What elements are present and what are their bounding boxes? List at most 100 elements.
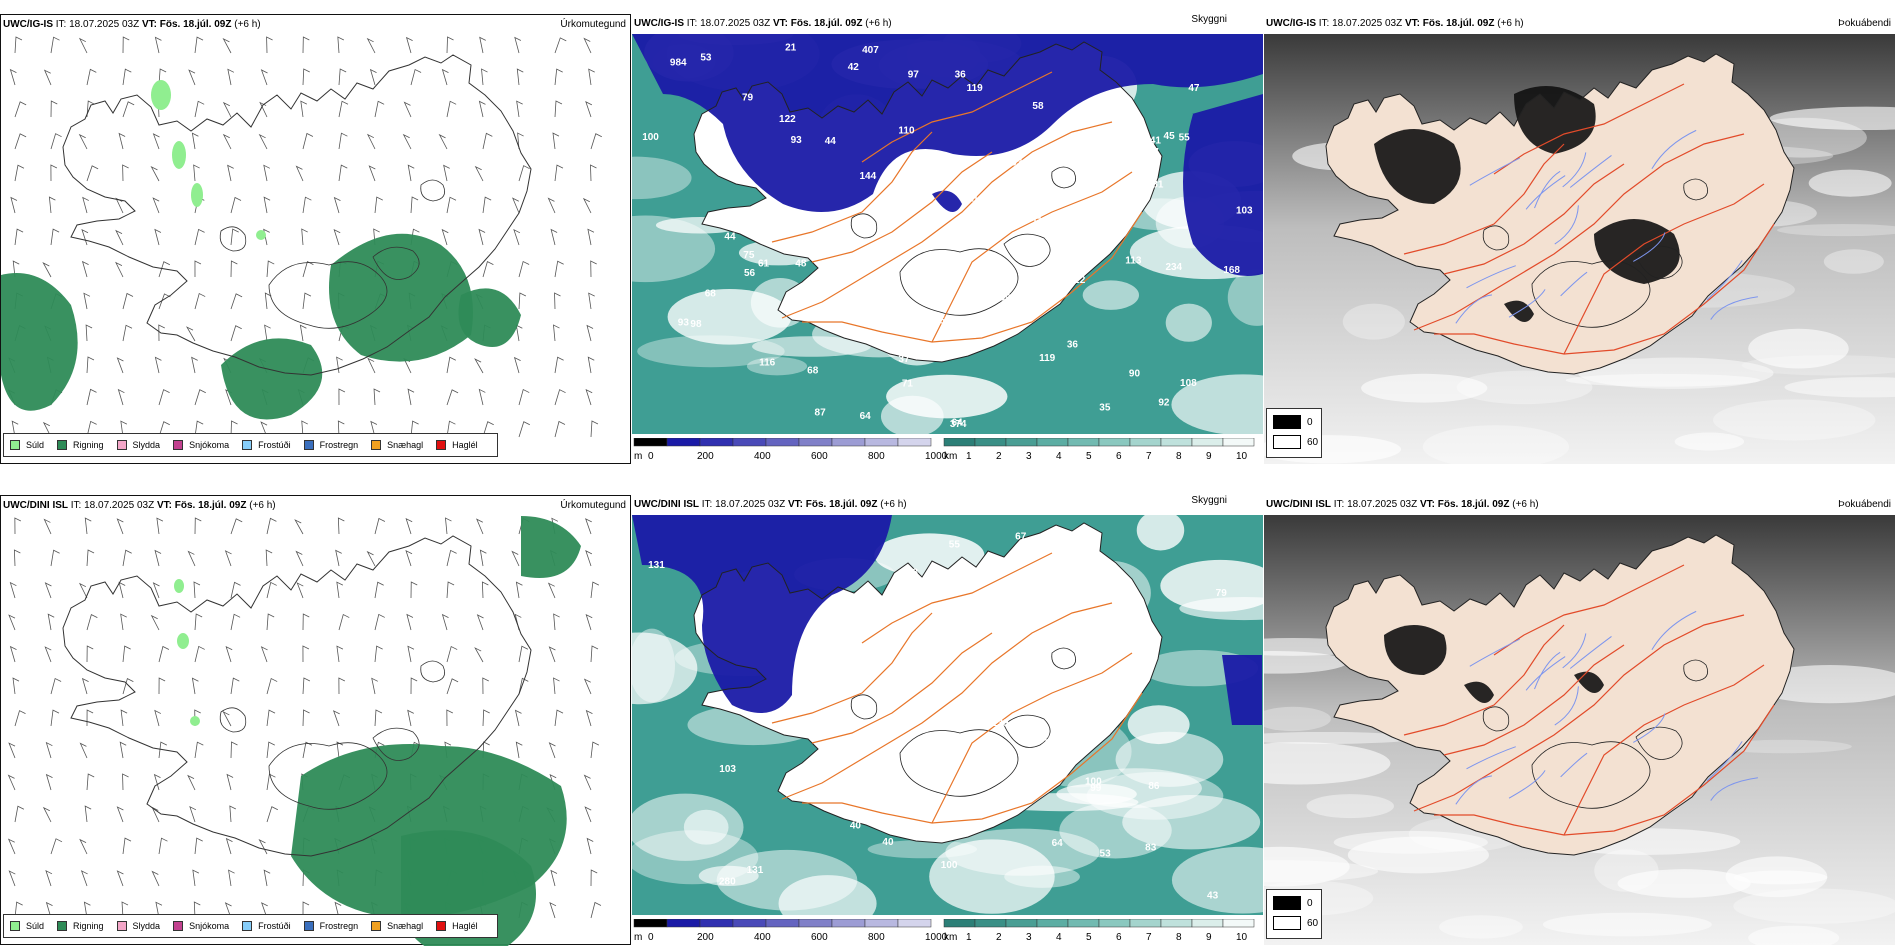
legend-item: Frostregn <box>303 921 359 931</box>
visibility-value-label: 55 <box>949 540 961 551</box>
legend-item: Snæhagl <box>371 440 423 450</box>
visibility-m-tick: 400 <box>754 451 771 462</box>
legend-item: Rigning <box>57 921 104 931</box>
visibility-value-label: 108 <box>1180 378 1197 389</box>
legend-item: Haglél <box>436 440 478 450</box>
legend-swatch <box>436 440 447 450</box>
visibility-colorbar: m 0 200 400 600 800 1000 km 1 2 3 4 5 6 7 8 9 10 <box>632 437 1263 464</box>
legend-label: Snjókoma <box>189 440 230 450</box>
visibility-km-tick: 7 <box>1146 451 1152 462</box>
visibility-value-label: 374 <box>950 419 967 430</box>
visibility-value-label: 100 <box>1085 777 1102 788</box>
visibility-value-label: 78 <box>907 568 919 579</box>
visibility-km-tick: 6 <box>1116 932 1122 943</box>
visibility-value-label: 79 <box>1216 588 1228 599</box>
visibility-km-tick: 8 <box>1176 932 1182 943</box>
visibility-value-label: 44 <box>724 232 736 243</box>
legend-label: Frostúði <box>258 921 291 931</box>
visibility-km-tick: 4 <box>1056 932 1062 943</box>
visibility-value-label: 75 <box>743 250 755 261</box>
visibility-value-label: 68 <box>705 288 717 299</box>
visibility-value-label: 98 <box>690 319 702 330</box>
visibility-value-label: 99 <box>1090 783 1102 794</box>
visibility-value-label: 64 <box>952 417 964 428</box>
legend-item: Snjókoma <box>173 921 229 931</box>
visibility-value-label: 37 <box>1148 147 1160 158</box>
visibility-value-label: 87 <box>815 407 827 418</box>
visibility-value-label: 85 <box>1145 159 1157 170</box>
visibility-value-label: 48 <box>795 259 807 270</box>
visibility-value-label: 71 <box>902 378 914 389</box>
visibility-value-label: 92 <box>1090 178 1102 189</box>
visibility-value-label: 93 <box>1011 157 1023 168</box>
visibility-value-label: 56 <box>843 639 855 650</box>
visibility-value-label: 58 <box>939 315 951 326</box>
legend-item: Frostregn <box>303 440 359 450</box>
legend-swatch <box>10 921 20 931</box>
legend-label: Haglél <box>452 921 478 931</box>
legend-label: Rigning <box>73 921 104 931</box>
visibility-m-tick: 0 <box>648 451 654 462</box>
visibility-map: 168 119 108 110 122 87 114 108 103 116 100 21 98 234 4… <box>632 34 1263 434</box>
visibility-value-label: 86 <box>1148 781 1160 792</box>
legend-swatch <box>371 921 382 931</box>
visibility-value-label: 119 <box>1039 353 1056 364</box>
legend-label: Rigning <box>73 440 104 450</box>
visibility-km-tick: 3 <box>1026 932 1032 943</box>
visibility-value-label: 110 <box>898 125 915 136</box>
visibility-value-label: 40 <box>882 837 894 848</box>
visibility-value-label: 92 <box>1158 397 1170 408</box>
visibility-value-label: 21 <box>785 43 797 54</box>
visibility-value-label: 47 <box>1188 83 1200 94</box>
visibility-km-unit: km <box>944 932 957 943</box>
legend-item: Frostúði <box>242 440 291 450</box>
visibility-value-label: 93 <box>791 135 803 146</box>
visibility-value-label: 63 <box>845 655 857 666</box>
visibility-value-label: 100 <box>1070 241 1087 252</box>
visibility-value-label: 55 <box>1179 132 1191 143</box>
visibility-value-label: 41 <box>1150 135 1162 146</box>
legend-label: Haglél <box>452 440 478 450</box>
legend-item: Súld <box>10 921 44 931</box>
visibility-panel-top: UWC/IG-IS IT: 18.07.2025 03Z VT: Fös. 18… <box>632 14 1263 464</box>
visibility-m-tick: 600 <box>811 932 828 943</box>
precip-type-map <box>1 35 632 465</box>
legend-item: Slydda <box>116 440 160 450</box>
legend-swatch <box>242 440 253 450</box>
visibility-value-label: 40 <box>850 820 862 831</box>
visibility-value-label: 36 <box>1060 562 1072 573</box>
visibility-value-label: 108 <box>1121 141 1138 152</box>
fog-panel-bottom: UWC/DINI ISL IT: 18.07.2025 03Z VT: Fös.… <box>1264 495 1895 945</box>
visibility-m-tick: 400 <box>754 932 771 943</box>
fog-min-label: 0 <box>1307 897 1313 909</box>
legend-label: Frostregn <box>319 440 359 450</box>
legend-swatch <box>57 921 68 931</box>
visibility-m-tick: 0 <box>648 932 654 943</box>
legend-swatch <box>173 440 184 450</box>
visibility-km-tick: 3 <box>1026 451 1032 462</box>
visibility-value-label: 79 <box>742 93 754 104</box>
panel-type-title: Þokuábendi <box>1838 499 1891 510</box>
visibility-m-tick: 600 <box>811 451 828 462</box>
panel-title: UWC/DINI ISL IT: 18.07.2025 03Z VT: Fös.… <box>3 500 276 511</box>
legend-swatch <box>303 440 314 450</box>
visibility-m-unit: m <box>634 451 642 462</box>
visibility-value-label: 122 <box>1069 275 1086 286</box>
visibility-m-tick: 800 <box>868 932 885 943</box>
panel-type-title: Skyggni <box>1191 495 1227 506</box>
visibility-value-label: 93 <box>678 318 690 329</box>
panel-title: UWC/IG-IS IT: 18.07.2025 03Z VT: Fös. 18… <box>3 19 261 30</box>
visibility-m-tick: 1000 <box>925 932 948 943</box>
legend-label: Frostregn <box>319 921 359 931</box>
visibility-value-label: 119 <box>967 83 984 94</box>
visibility-value-label: 36 <box>1067 340 1079 351</box>
visibility-km-tick: 2 <box>996 451 1002 462</box>
panel-title: UWC/IG-IS IT: 18.07.2025 03Z VT: Fös. 18… <box>634 18 892 29</box>
panel-title: UWC/DINI ISL IT: 18.07.2025 03Z VT: Fös.… <box>634 499 907 510</box>
panel-type-title: Þokuábendi <box>1838 18 1891 29</box>
legend-label: Snjókoma <box>189 921 230 931</box>
legend-swatch <box>436 921 447 931</box>
visibility-value-label: 67 <box>1015 532 1027 543</box>
visibility-value-label: 122 <box>779 114 796 125</box>
legend-swatch <box>371 440 382 450</box>
